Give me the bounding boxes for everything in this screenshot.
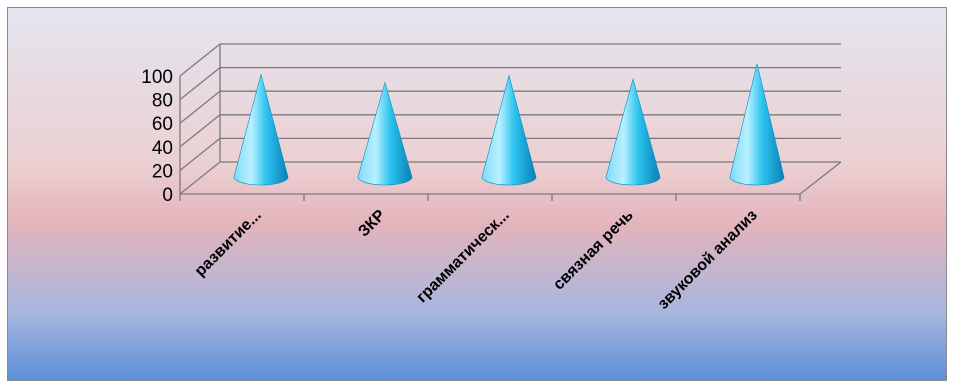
- cone-body: [729, 63, 785, 186]
- y-tick-label: 100: [141, 67, 173, 88]
- x-category-label: связная речь: [550, 207, 637, 294]
- cone-bar: [233, 73, 289, 186]
- y-tick-label: 0: [162, 185, 173, 206]
- y-tick-label: 80: [152, 91, 173, 112]
- cone-bar: [357, 81, 413, 186]
- cone-bar: [729, 63, 785, 186]
- bars: [233, 63, 785, 186]
- cone-body: [605, 77, 661, 186]
- x-category-label: развитие...: [192, 207, 265, 280]
- axes: [179, 44, 842, 201]
- x-category-label: ЗКР: [355, 207, 389, 241]
- cone-body: [481, 74, 537, 186]
- cone-bar: [481, 74, 537, 186]
- y-tick-label: 60: [152, 114, 173, 135]
- gridline-side: [179, 137, 221, 171]
- gridline-side: [179, 161, 221, 195]
- x-category-label: грамматическ...: [413, 207, 512, 306]
- gridline-side: [179, 114, 221, 148]
- cone-body: [233, 73, 289, 186]
- cone-bar: [605, 77, 661, 186]
- gridline-side: [179, 90, 221, 124]
- cone-body: [357, 81, 413, 186]
- gridline-side: [179, 67, 221, 101]
- gridline-side: [179, 43, 221, 77]
- y-tick-label: 40: [152, 138, 173, 159]
- y-tick-label: 20: [152, 161, 173, 182]
- x-category-label: звуковой анализ: [655, 207, 761, 313]
